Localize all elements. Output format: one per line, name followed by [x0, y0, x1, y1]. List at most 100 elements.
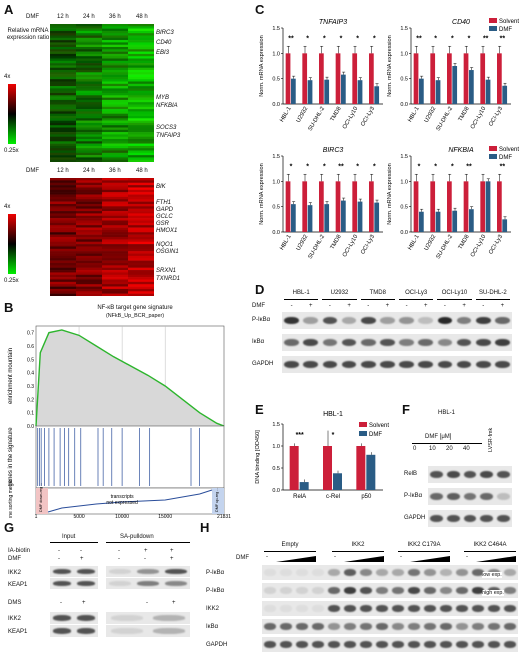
bar [369, 181, 374, 232]
heatmap-cell [128, 255, 154, 259]
category-label: OCI-Ly10 [342, 234, 359, 258]
heatmap-cell [128, 44, 154, 48]
heatmap-cell [128, 232, 154, 235]
heatmap-cell [50, 51, 77, 55]
cell-line-label: OCI-Ly3 [405, 290, 428, 296]
heatmap-cell [76, 28, 103, 32]
bar [419, 211, 424, 232]
blot-strip [50, 578, 98, 589]
heatmap-cell [76, 155, 103, 158]
heatmap-cell [50, 192, 77, 195]
heatmap-cell [76, 286, 103, 290]
category-label: OCI-Ly3 [488, 234, 504, 256]
band [137, 569, 159, 574]
heatmap-cell [102, 125, 129, 128]
y-axis-label: gene sorting metric [8, 479, 14, 518]
heatmap-cell [128, 291, 154, 294]
sign-label: + [172, 600, 176, 606]
heatmap-cell [128, 159, 154, 162]
band [380, 360, 395, 369]
dmf-label-a2: DMF [26, 168, 39, 174]
metric-down-label: DMF down-reg ... [39, 483, 43, 512]
band [343, 641, 357, 648]
heatmap-cell [102, 189, 129, 193]
bar [366, 454, 376, 490]
panel-label-d: D [255, 282, 265, 297]
heatmap-cell [102, 218, 129, 221]
heatmap-cell [102, 141, 129, 144]
dose-triangle [276, 556, 316, 562]
heatmap-cell [50, 225, 77, 228]
heatmap-cell [50, 232, 77, 235]
band [446, 492, 460, 501]
heatmap-cell [50, 286, 77, 290]
bar [323, 446, 332, 490]
heatmap-cell [76, 293, 103, 296]
heatmap-cell [128, 106, 154, 110]
heatmap-cell [102, 33, 129, 36]
time-label: 48 h [136, 168, 148, 174]
heatmap-cell [128, 90, 154, 94]
heatmap-cell [102, 90, 129, 94]
heatmap-cell [128, 215, 154, 219]
sign-label: + [144, 548, 148, 554]
gene-label: NQO1 [156, 242, 174, 248]
heatmap-cell [128, 111, 154, 114]
heatmap-cell [76, 157, 103, 160]
heatmap-cell [102, 211, 129, 214]
heatmap-cell [76, 265, 103, 268]
significance-label: ** [466, 164, 472, 171]
band [418, 360, 434, 369]
y-tick-label: 1.0 [400, 179, 408, 185]
heatmap-cell [76, 90, 103, 94]
group-bar [398, 551, 450, 552]
band [423, 641, 437, 648]
y-tick-label: 0.5 [272, 466, 280, 472]
heatmap-cell [128, 196, 154, 200]
heatmap-cell [128, 33, 154, 36]
heatmap-cell [76, 274, 103, 278]
heatmap-cell [128, 37, 154, 41]
bar [430, 181, 436, 232]
band [407, 623, 421, 630]
heatmap-cell [50, 136, 77, 140]
heatmap-cell [50, 102, 77, 105]
heatmap-cell [102, 83, 129, 87]
gene-label: NFKBIA [156, 103, 178, 109]
band [407, 587, 421, 594]
heatmap-cell [50, 56, 77, 59]
category-label: OCI-Ly3 [488, 106, 504, 128]
dmf-label: DMF [236, 555, 249, 561]
panel-label-e: E [255, 402, 264, 417]
heatmap-cell [76, 206, 103, 209]
heatmap-cell [76, 88, 103, 91]
band [475, 360, 491, 369]
band [423, 569, 437, 576]
bar [452, 66, 458, 104]
dmf-label: DMF [252, 303, 265, 309]
gene-label: EBI3 [156, 50, 170, 56]
band [322, 316, 338, 325]
heatmap-cell [128, 288, 154, 292]
band [455, 569, 469, 576]
heatmap-cell [128, 30, 154, 34]
heatmap-cell [50, 241, 77, 245]
y-axis-label: enrichment mountain [8, 348, 14, 404]
heatmap-cell [50, 206, 77, 209]
heatmap-cell [76, 279, 103, 283]
band [295, 569, 309, 576]
category-label: TMD8 [330, 106, 343, 123]
heatmap-cell [50, 76, 77, 80]
bar [357, 201, 363, 232]
heatmap-cell [102, 182, 129, 186]
bar [285, 53, 291, 104]
heatmap-cell [50, 65, 77, 68]
significance-label: * [373, 36, 376, 43]
heatmap-cell [102, 267, 129, 271]
heatmap-cell [50, 49, 77, 52]
heatmap-cell [50, 83, 77, 87]
blot-row-label: GAPDH [252, 361, 274, 367]
category-label: OCI-Ly3 [360, 106, 376, 128]
bar [502, 219, 508, 232]
heatmap-cell [76, 86, 103, 89]
